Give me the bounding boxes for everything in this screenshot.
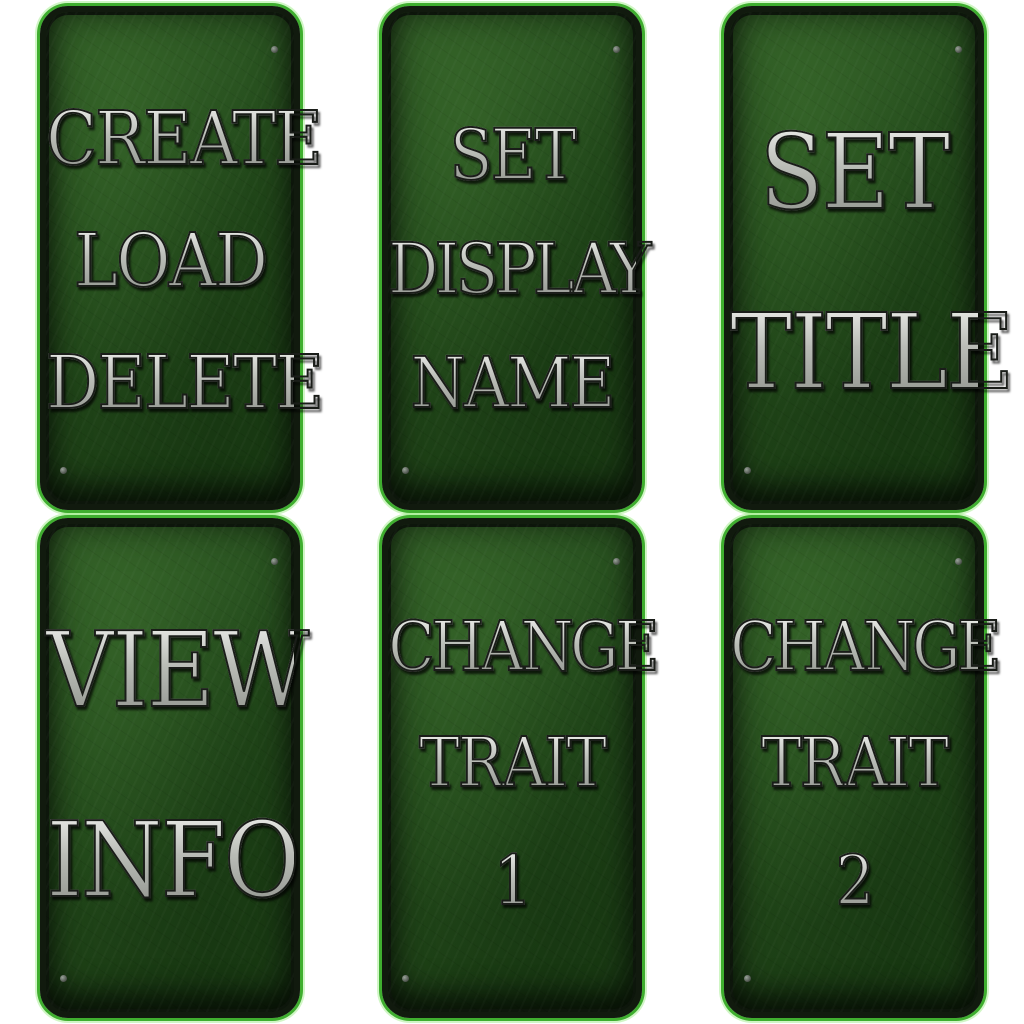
button-label-line: INFO (45, 799, 301, 921)
button-label-line: DELETE (45, 340, 325, 426)
button-label-line: TRAIT (730, 729, 978, 799)
rivet-icon (402, 975, 409, 982)
change-trait-1-button[interactable]: CHANGE TRAIT 1 (382, 518, 660, 1018)
rivet-icon (744, 467, 751, 474)
create-load-delete-button[interactable]: CREATE LOAD DELETE (40, 6, 325, 510)
button-label-line: TRAIT (388, 729, 636, 799)
rivet-icon (613, 46, 620, 53)
rivet-icon (271, 558, 278, 565)
rivet-icon (613, 558, 620, 565)
button-label-line: 2 (730, 847, 978, 917)
rivet-icon (402, 467, 409, 474)
rivet-icon (955, 46, 962, 53)
button-label-line: 1 (388, 847, 636, 917)
button-label-line: LOAD (46, 223, 294, 299)
button-label-line: NAME (388, 347, 636, 419)
rivet-icon (60, 975, 67, 982)
rivet-icon (955, 558, 962, 565)
rivet-icon (271, 46, 278, 53)
button-label-line: CHANGE (729, 608, 1002, 687)
button-label-line: CHANGE (387, 608, 660, 687)
rivet-icon (744, 975, 751, 982)
set-title-button[interactable]: SET TITLE (724, 6, 1015, 510)
button-label-line: VIEW (45, 609, 310, 731)
button-label-line: CREATE (45, 96, 324, 182)
set-display-name-button[interactable]: SET DISPLAY NAME (382, 6, 652, 510)
rivet-icon (60, 467, 67, 474)
change-trait-2-button[interactable]: CHANGE TRAIT 2 (724, 518, 1002, 1018)
view-info-button[interactable]: VIEW INFO (40, 518, 310, 1018)
button-label-line: TITLE (729, 291, 1015, 413)
button-label-line: SET (730, 119, 978, 225)
button-label-line: SET (388, 119, 636, 191)
button-label-line: DISPLAY (387, 228, 652, 310)
